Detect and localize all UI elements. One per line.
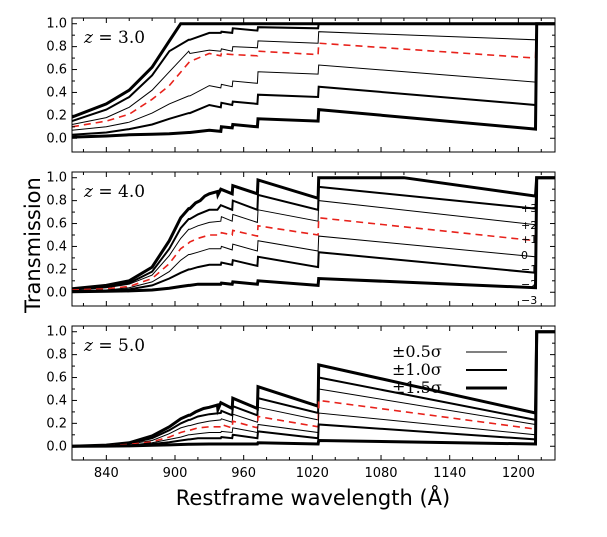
series-line-+2: [72, 22, 555, 123]
y-tick-label: 1.0: [46, 325, 67, 340]
series-line-−3: [72, 176, 555, 294]
plot-frame: [71, 171, 556, 307]
sigma-label: +1: [521, 233, 537, 246]
plot-frame: [71, 325, 556, 461]
series-line-−1: [72, 177, 555, 291]
x-tick-label: 960: [231, 466, 256, 481]
y-tick-label: 0.0: [46, 439, 67, 454]
y-tick-label: 0.4: [46, 85, 67, 100]
x-tick-label: 1020: [296, 466, 329, 481]
series-group: [72, 330, 555, 448]
series-line-median: [72, 330, 555, 448]
sigma-label: +2: [521, 219, 537, 232]
legend-label-10: ±1.0σ: [392, 360, 442, 379]
y-tick-label: 0.6: [46, 217, 67, 232]
y-tick-label: 1.0: [46, 171, 67, 186]
series-line-−2: [72, 330, 555, 448]
series-line-+1: [72, 23, 555, 125]
legend: ±0.5σ ±1.0σ ±1.5σ: [392, 342, 507, 397]
panel-3: 0.0 0.2 0.4 0.6 0.8 1.0 840 900 960 1020 1080 1140 1…: [46, 325, 556, 481]
x-tick-label: 1080: [364, 466, 397, 481]
y-tick-label: 0.8: [46, 194, 67, 209]
sigma-label: −2: [521, 278, 537, 291]
plot-frame: [71, 17, 556, 153]
series-line-−3: [72, 22, 555, 139]
series-line-−3: [72, 330, 555, 448]
y-tick-label: 0.2: [46, 108, 67, 123]
y-tick-label: 0.2: [46, 416, 67, 431]
series-line-−2: [72, 22, 555, 136]
y-tick-label: 0.0: [46, 285, 67, 300]
sigma-label: 0: [521, 249, 528, 262]
series-line-+2: [72, 176, 555, 291]
y-tick-label: 0.6: [46, 63, 67, 78]
y-tick-label: 1.0: [46, 17, 67, 32]
series-line-median: [72, 22, 555, 128]
y-tick-label: 0.8: [46, 348, 67, 363]
y-tick-label: 0.8: [46, 40, 67, 55]
series-line-median: [72, 176, 555, 291]
panel-redshift-label: z = 4.0: [83, 182, 145, 202]
x-tick-label: 900: [163, 466, 188, 481]
panel-redshift-label: z = 3.0: [83, 28, 145, 48]
y-axis-title: Transmission: [21, 177, 45, 314]
y-tick-label: 0.0: [46, 131, 67, 146]
panel-redshift-label: z = 5.0: [83, 336, 145, 356]
legend-label-05: ±0.5σ: [392, 342, 442, 361]
panel-2: 0.0 0.2 0.4 0.6 0.8 1.0 z = 4.0 +3 +2+1 0−1 −2 −3: [46, 171, 556, 307]
series-line-−1: [72, 331, 555, 447]
y-tick-label: 0.6: [46, 371, 67, 386]
series-line-+1: [72, 177, 555, 291]
x-tick-label: 840: [94, 466, 119, 481]
y-tick-label: 0.4: [46, 239, 67, 254]
panel-1: 0.0 0.2 0.4 0.6 0.8 1.0 z = 3.0: [46, 17, 556, 153]
sigma-label: −1: [521, 263, 537, 276]
series-line-+1: [72, 331, 555, 447]
x-tick-label: 1140: [433, 466, 466, 481]
panels: 0.0 0.2 0.4 0.6 0.8 1.0 z = 3.0 0.0 0.2 0.4 0.6 0.8…: [46, 17, 556, 481]
sigma-label: +3: [521, 202, 537, 215]
x-axis-title: Restframe wavelength (Å): [176, 484, 450, 510]
y-tick-label: 0.4: [46, 393, 67, 408]
series-line-+3: [72, 176, 555, 291]
series-group: [72, 176, 555, 294]
series-group: [72, 22, 555, 139]
series-line-−2: [72, 176, 555, 293]
sigma-label: −3: [521, 294, 537, 307]
series-line-−1: [72, 23, 555, 131]
x-tick-label: 1200: [502, 466, 535, 481]
legend-label-15: ±1.5σ: [392, 378, 442, 397]
y-tick-label: 0.2: [46, 262, 67, 277]
